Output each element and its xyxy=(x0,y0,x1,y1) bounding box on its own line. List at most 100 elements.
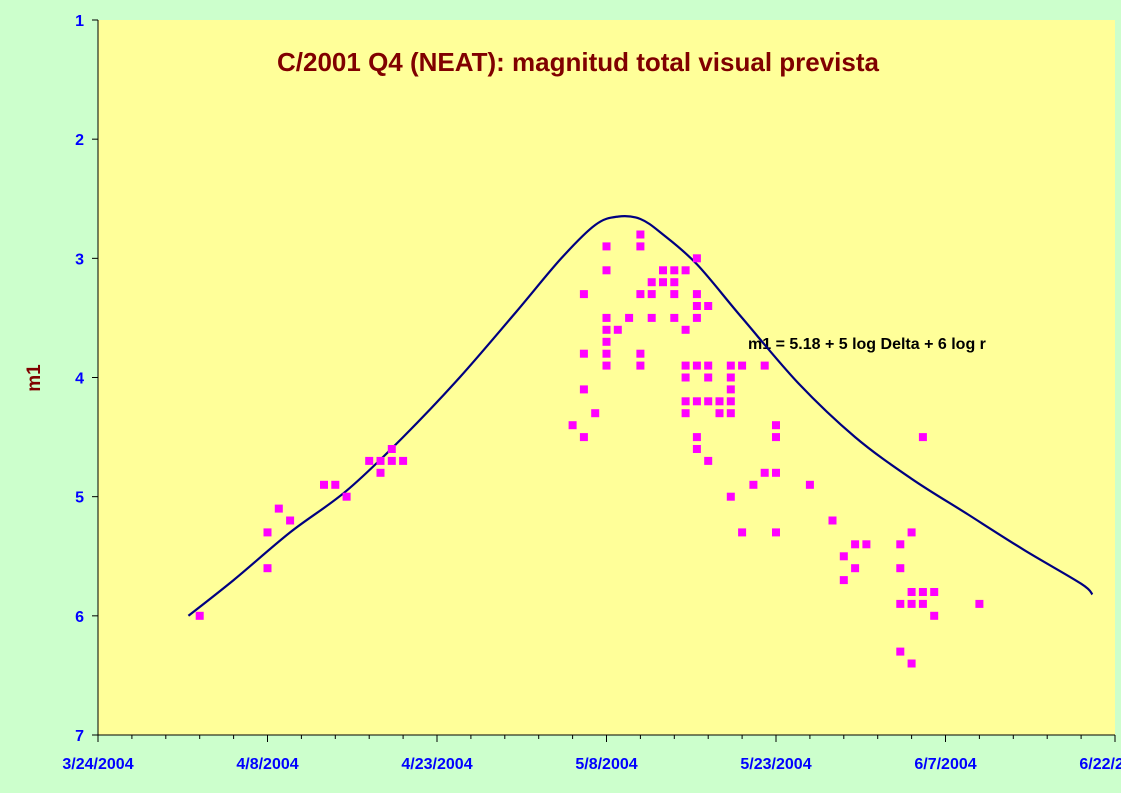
data-point xyxy=(704,373,713,382)
data-point xyxy=(726,409,735,418)
data-point xyxy=(602,325,611,334)
data-point xyxy=(862,540,871,549)
data-point xyxy=(918,599,927,608)
data-point xyxy=(896,599,905,608)
data-point xyxy=(907,659,916,668)
data-point xyxy=(286,516,295,525)
data-point xyxy=(896,647,905,656)
data-point xyxy=(613,325,622,334)
data-point xyxy=(749,480,758,489)
data-point xyxy=(342,492,351,501)
x-tick-label: 6/7/2004 xyxy=(914,756,976,773)
data-point xyxy=(692,290,701,299)
data-point xyxy=(918,588,927,596)
data-point xyxy=(579,349,588,358)
data-point xyxy=(602,242,611,251)
data-point xyxy=(692,433,701,442)
formula-annotation: m1 = 5.18 + 5 log Delta + 6 log r xyxy=(748,336,986,353)
data-point xyxy=(387,445,396,453)
data-point xyxy=(320,480,328,489)
data-point xyxy=(602,361,611,370)
data-point xyxy=(726,492,735,501)
plot-area xyxy=(98,20,1115,735)
data-point xyxy=(636,361,645,370)
data-point xyxy=(896,564,905,573)
x-tick-label: 4/23/2004 xyxy=(401,756,472,773)
data-point xyxy=(907,599,916,608)
data-point xyxy=(930,588,939,596)
data-point xyxy=(918,433,927,442)
data-point xyxy=(805,480,814,489)
data-point xyxy=(930,611,939,620)
y-tick-label: 4 xyxy=(75,371,84,388)
data-point xyxy=(636,290,645,299)
data-point xyxy=(376,468,385,477)
data-point xyxy=(387,456,396,465)
data-point xyxy=(839,576,848,585)
data-point xyxy=(591,409,600,418)
data-point xyxy=(670,290,679,299)
x-tick-label: 3/24/2004 xyxy=(62,756,133,773)
y-axis-label: m1 xyxy=(24,364,45,392)
x-tick-label: 4/8/2004 xyxy=(236,756,298,773)
y-tick-label: 2 xyxy=(75,132,84,149)
y-tick-label: 6 xyxy=(75,609,84,626)
data-point xyxy=(715,397,724,406)
data-point xyxy=(692,254,701,263)
data-point xyxy=(726,385,735,394)
data-point xyxy=(692,445,701,453)
data-point xyxy=(681,361,690,370)
y-tick-label: 5 xyxy=(75,490,84,507)
data-point xyxy=(907,528,916,537)
data-point xyxy=(331,480,340,489)
data-point xyxy=(647,278,656,287)
x-tick-label: 5/23/2004 xyxy=(740,756,811,773)
data-point xyxy=(726,361,735,370)
data-point xyxy=(772,468,780,477)
data-point xyxy=(659,266,667,275)
data-point xyxy=(726,397,735,406)
data-point xyxy=(772,433,780,442)
data-point xyxy=(579,290,588,299)
data-point xyxy=(365,456,374,465)
data-point xyxy=(376,456,385,465)
data-point xyxy=(274,504,283,513)
data-point xyxy=(681,397,690,406)
data-point xyxy=(851,564,860,573)
data-point xyxy=(760,361,769,370)
data-point xyxy=(636,242,645,251)
data-point xyxy=(263,528,272,537)
data-point xyxy=(704,397,713,406)
data-point xyxy=(726,373,735,382)
data-point xyxy=(896,540,905,549)
data-point xyxy=(579,385,588,394)
x-tick-label: 6/22/2004 xyxy=(1079,756,1121,773)
data-point xyxy=(760,468,769,477)
chart-title: C/2001 Q4 (NEAT): magnitud total visual … xyxy=(277,47,880,77)
data-point xyxy=(670,266,679,275)
data-point xyxy=(568,421,577,430)
data-point xyxy=(738,361,747,370)
data-point xyxy=(670,278,679,287)
data-point xyxy=(681,409,690,418)
data-point xyxy=(636,349,645,358)
x-tick-label: 5/8/2004 xyxy=(575,756,637,773)
data-point xyxy=(692,397,701,406)
data-point xyxy=(681,266,690,275)
data-point xyxy=(715,409,724,418)
data-point xyxy=(602,337,611,346)
data-point xyxy=(692,361,701,370)
data-point xyxy=(851,540,860,549)
y-tick-label: 1 xyxy=(75,13,84,30)
data-point xyxy=(681,373,690,382)
data-point xyxy=(839,552,848,561)
data-point xyxy=(399,456,408,465)
data-point xyxy=(704,361,713,370)
predicted-magnitude-curve xyxy=(187,215,1094,617)
data-point xyxy=(195,611,204,620)
data-point xyxy=(659,278,667,287)
data-point xyxy=(602,349,611,358)
data-point xyxy=(704,456,713,465)
data-point xyxy=(738,528,747,537)
